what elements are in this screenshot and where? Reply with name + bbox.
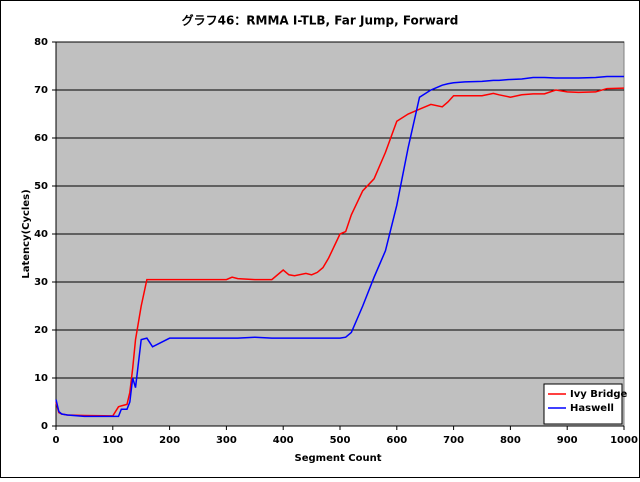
x-tick-label: 300 (216, 435, 237, 446)
x-tick-label: 100 (102, 435, 123, 446)
y-tick-label: 10 (34, 373, 48, 384)
y-tick-label: 70 (34, 85, 48, 96)
y-tick-label: 60 (34, 133, 48, 144)
y-tick-label: 0 (41, 421, 48, 432)
series-line (55, 87, 625, 417)
legend-label: Haswell (570, 403, 614, 414)
legend-label: Ivy Bridge (570, 389, 628, 400)
chart-title: グラフ46：RMMA I-TLB, Far Jump, Forward (182, 13, 459, 28)
y-tick-label: 40 (34, 229, 48, 240)
x-tick-label: 400 (273, 435, 294, 446)
x-tick-label: 0 (53, 435, 60, 446)
x-tick-label: 800 (500, 435, 521, 446)
y-tick-label: 30 (34, 277, 48, 288)
series-line (55, 75, 624, 418)
x-tick-label: 500 (330, 435, 351, 446)
x-axis-title: Segment Count (295, 453, 382, 464)
x-tick-label: 700 (443, 435, 464, 446)
x-tick-label: 200 (159, 435, 180, 446)
x-tick-label: 1000 (610, 435, 638, 446)
x-tick-label: 600 (386, 435, 407, 446)
y-tick-label: 50 (34, 181, 48, 192)
y-tick-label: 20 (34, 325, 48, 336)
legend (543, 383, 623, 425)
y-axis-title: Latency(Cycles) (21, 189, 32, 278)
y-tick-label: 80 (34, 37, 48, 48)
x-tick-label: 900 (557, 435, 578, 446)
